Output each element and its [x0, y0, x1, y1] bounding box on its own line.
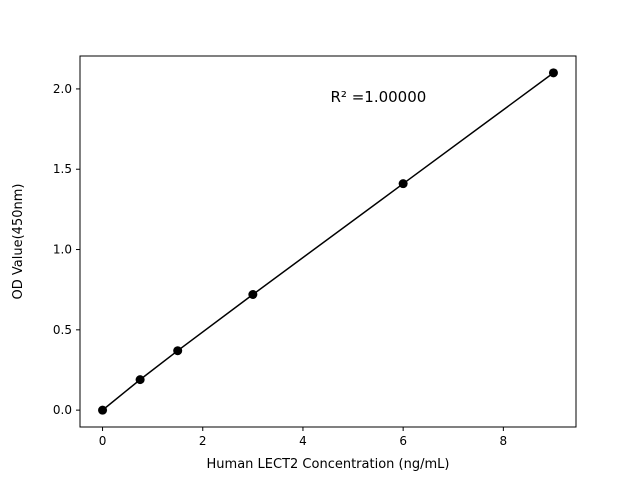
x-tick-label: 2 [199, 434, 207, 448]
x-axis-label: Human LECT2 Concentration (ng/mL) [207, 457, 450, 472]
r-squared-annotation: R² =1.00000 [331, 88, 427, 106]
x-tick-label: 8 [500, 434, 508, 448]
data-point [173, 346, 183, 356]
x-tick-label: 4 [299, 434, 307, 448]
curve-line [102, 72, 554, 411]
y-tick-label: 1.5 [53, 162, 72, 176]
y-tick-label: 2.0 [53, 82, 72, 96]
y-tick-label: 0.5 [53, 323, 72, 337]
data-point [248, 290, 258, 299]
y-tick-label: 0.0 [53, 403, 72, 417]
x-tick-label: 6 [399, 434, 407, 448]
data-point [135, 375, 145, 385]
plot-border [79, 55, 577, 428]
data-point [548, 68, 558, 78]
x-tick-label: 0 [99, 434, 107, 448]
data-point [398, 179, 408, 189]
y-axis-label: OD Value(450nm) [11, 184, 26, 300]
y-tick-label: 1.0 [53, 243, 72, 257]
data-point [98, 405, 108, 415]
